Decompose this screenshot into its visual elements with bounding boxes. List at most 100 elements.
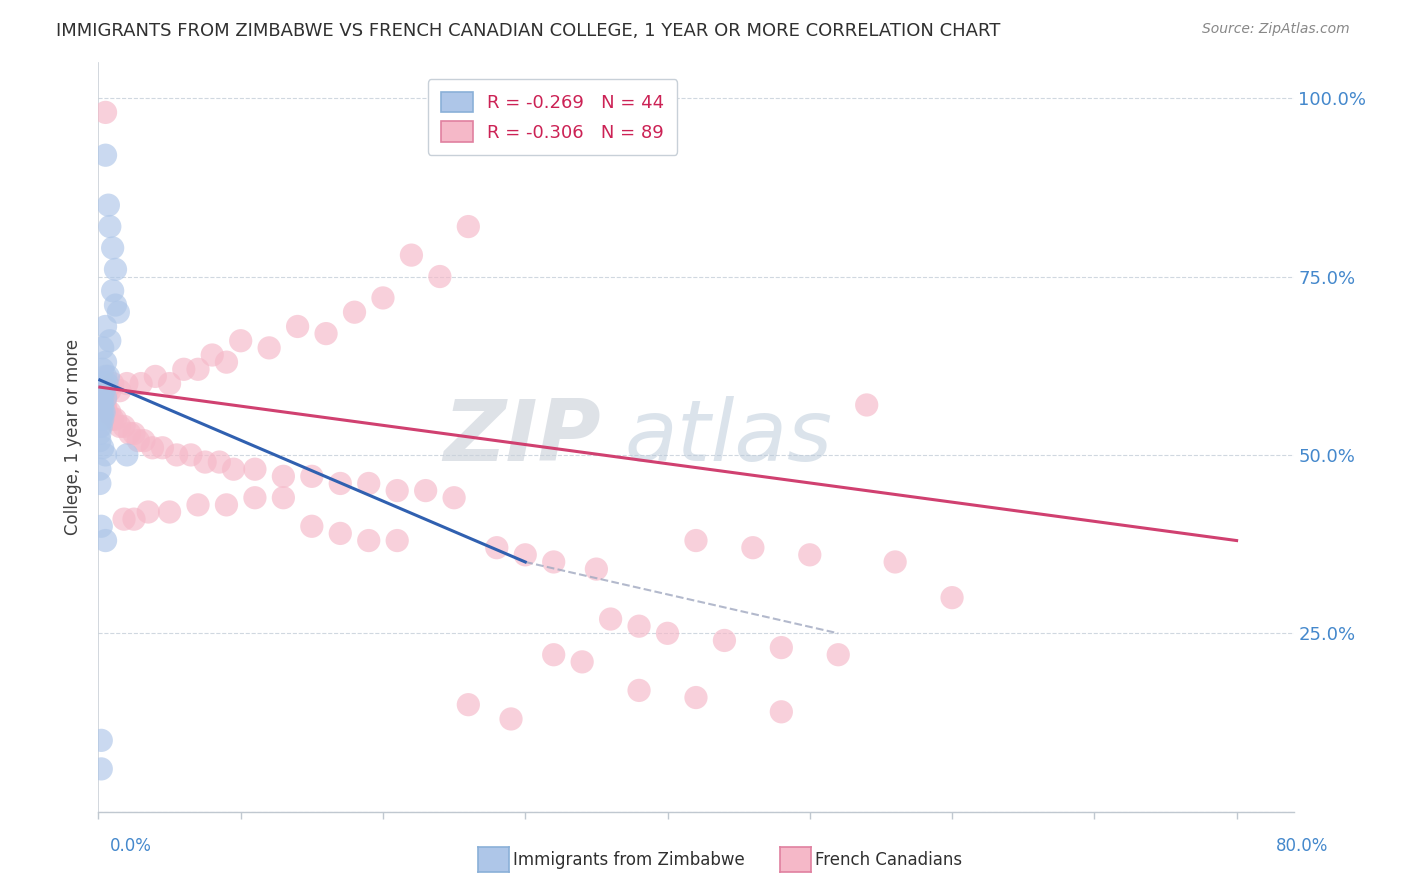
Point bbox=[485, 541, 508, 555]
Point bbox=[770, 705, 793, 719]
Point bbox=[628, 619, 651, 633]
Point bbox=[101, 284, 124, 298]
Point bbox=[112, 419, 135, 434]
Point bbox=[457, 219, 479, 234]
Point bbox=[89, 476, 111, 491]
Point bbox=[115, 376, 138, 391]
Point bbox=[122, 512, 145, 526]
Point bbox=[90, 762, 112, 776]
Point bbox=[301, 519, 323, 533]
Point bbox=[141, 441, 163, 455]
Point bbox=[329, 526, 352, 541]
Point bbox=[385, 533, 409, 548]
Point bbox=[122, 426, 145, 441]
Point bbox=[98, 219, 121, 234]
Point bbox=[97, 198, 120, 212]
Y-axis label: College, 1 year or more: College, 1 year or more bbox=[65, 339, 83, 535]
Point bbox=[136, 505, 159, 519]
Point bbox=[91, 405, 114, 419]
Point bbox=[115, 448, 138, 462]
Point bbox=[166, 448, 188, 462]
Point bbox=[159, 505, 181, 519]
Point bbox=[257, 341, 280, 355]
Point bbox=[90, 733, 112, 747]
Point bbox=[401, 248, 423, 262]
Point bbox=[499, 712, 522, 726]
Point bbox=[243, 491, 266, 505]
Point bbox=[132, 434, 155, 448]
Point bbox=[770, 640, 793, 655]
Text: 0.0%: 0.0% bbox=[110, 837, 152, 855]
Point bbox=[91, 398, 114, 412]
Point bbox=[90, 398, 112, 412]
Text: French Canadians: French Canadians bbox=[815, 851, 963, 869]
Point bbox=[201, 348, 224, 362]
Point bbox=[96, 405, 118, 419]
Point bbox=[685, 690, 707, 705]
Text: atlas: atlas bbox=[624, 395, 832, 479]
Point bbox=[94, 369, 117, 384]
Point bbox=[94, 105, 117, 120]
Point bbox=[94, 533, 117, 548]
Point bbox=[628, 683, 651, 698]
Point bbox=[685, 533, 707, 548]
Point bbox=[93, 391, 115, 405]
Point bbox=[94, 148, 117, 162]
Point bbox=[89, 462, 111, 476]
Point bbox=[571, 655, 593, 669]
Point bbox=[108, 384, 131, 398]
Text: IMMIGRANTS FROM ZIMBABWE VS FRENCH CANADIAN COLLEGE, 1 YEAR OR MORE CORRELATION : IMMIGRANTS FROM ZIMBABWE VS FRENCH CANAD… bbox=[56, 22, 1001, 40]
Point bbox=[543, 555, 565, 569]
Point bbox=[89, 412, 111, 426]
Point bbox=[273, 491, 295, 505]
Point bbox=[91, 391, 114, 405]
Point bbox=[97, 369, 120, 384]
Point bbox=[585, 562, 607, 576]
Point bbox=[273, 469, 295, 483]
Text: ZIP: ZIP bbox=[443, 395, 600, 479]
Point bbox=[104, 262, 127, 277]
Point bbox=[94, 391, 117, 405]
Point bbox=[343, 305, 366, 319]
Point bbox=[98, 384, 121, 398]
Point bbox=[91, 391, 114, 405]
Point bbox=[143, 369, 166, 384]
Point bbox=[222, 462, 245, 476]
Point bbox=[741, 541, 763, 555]
Point bbox=[94, 355, 117, 369]
Point bbox=[713, 633, 735, 648]
Point bbox=[90, 412, 112, 426]
Point bbox=[159, 376, 181, 391]
Point bbox=[104, 412, 127, 426]
Point bbox=[89, 419, 111, 434]
Point bbox=[208, 455, 231, 469]
Point bbox=[129, 376, 152, 391]
Point bbox=[91, 362, 114, 376]
Point bbox=[180, 448, 202, 462]
Point bbox=[315, 326, 337, 341]
Point bbox=[215, 498, 238, 512]
Point bbox=[89, 426, 111, 441]
Point bbox=[93, 405, 115, 419]
Point bbox=[90, 419, 112, 434]
Point bbox=[93, 384, 115, 398]
Point bbox=[187, 498, 209, 512]
Point bbox=[385, 483, 409, 498]
Point bbox=[94, 398, 117, 412]
Point bbox=[215, 355, 238, 369]
Point bbox=[91, 398, 114, 412]
Point bbox=[98, 405, 121, 419]
Point bbox=[443, 491, 465, 505]
Point bbox=[90, 376, 112, 391]
Point bbox=[657, 626, 679, 640]
Legend: R = -0.269   N = 44, R = -0.306   N = 89: R = -0.269 N = 44, R = -0.306 N = 89 bbox=[427, 79, 678, 155]
Point bbox=[94, 319, 117, 334]
Point bbox=[243, 462, 266, 476]
Point bbox=[457, 698, 479, 712]
Point bbox=[96, 384, 118, 398]
Point bbox=[108, 419, 131, 434]
Point bbox=[93, 376, 115, 391]
Point bbox=[229, 334, 252, 348]
Point bbox=[187, 362, 209, 376]
Point bbox=[91, 341, 114, 355]
